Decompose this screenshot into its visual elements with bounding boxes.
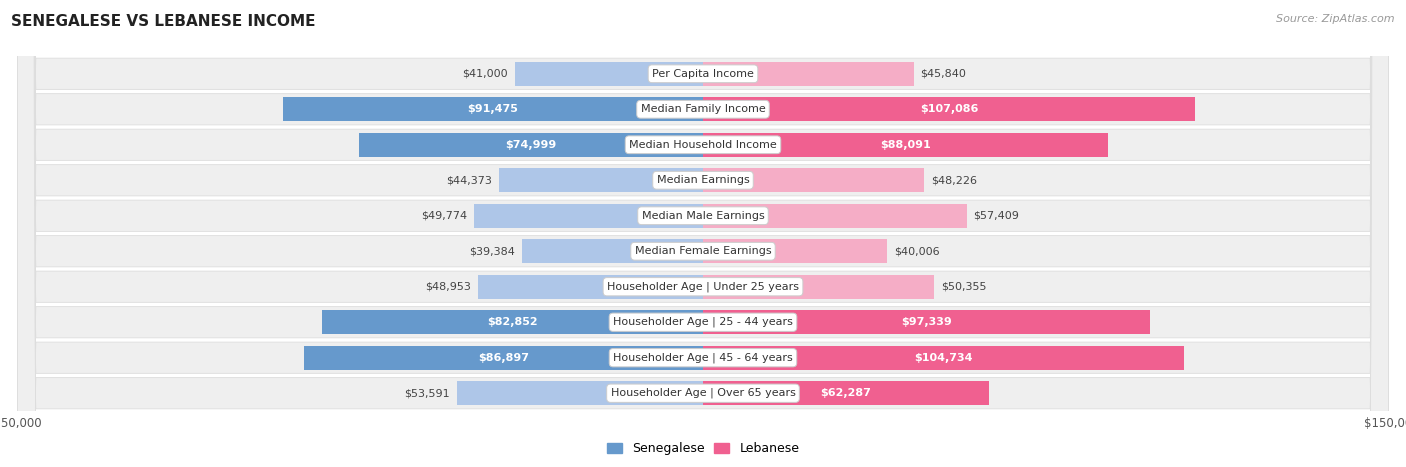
Text: $91,475: $91,475 [467, 104, 519, 114]
Text: $39,384: $39,384 [470, 246, 515, 256]
Text: $57,409: $57,409 [973, 211, 1019, 221]
Text: $48,953: $48,953 [426, 282, 471, 292]
Text: Median Female Earnings: Median Female Earnings [634, 246, 772, 256]
Bar [703, 346, 1184, 370]
Text: $45,840: $45,840 [921, 69, 966, 79]
Bar [703, 133, 1108, 157]
Text: $53,591: $53,591 [405, 388, 450, 398]
Text: $49,774: $49,774 [422, 211, 468, 221]
Text: $50,355: $50,355 [941, 282, 987, 292]
Bar [703, 275, 934, 299]
Text: $82,852: $82,852 [488, 317, 538, 327]
FancyBboxPatch shape [17, 0, 1389, 467]
Text: Median Household Income: Median Household Income [628, 140, 778, 150]
FancyBboxPatch shape [17, 0, 1389, 467]
Bar [478, 275, 703, 299]
Text: $97,339: $97,339 [901, 317, 952, 327]
Bar [703, 204, 967, 228]
Bar [703, 168, 925, 192]
Text: $86,897: $86,897 [478, 353, 529, 363]
Text: Median Earnings: Median Earnings [657, 175, 749, 185]
Bar [322, 310, 703, 334]
Text: SENEGALESE VS LEBANESE INCOME: SENEGALESE VS LEBANESE INCOME [11, 14, 316, 29]
Text: $44,373: $44,373 [447, 175, 492, 185]
Text: $104,734: $104,734 [914, 353, 973, 363]
Bar [359, 133, 703, 157]
Text: Median Family Income: Median Family Income [641, 104, 765, 114]
Bar [499, 168, 703, 192]
Text: $107,086: $107,086 [920, 104, 979, 114]
Text: $62,287: $62,287 [821, 388, 872, 398]
Text: Source: ZipAtlas.com: Source: ZipAtlas.com [1277, 14, 1395, 24]
Text: $40,006: $40,006 [894, 246, 939, 256]
Text: Householder Age | 25 - 44 years: Householder Age | 25 - 44 years [613, 317, 793, 327]
Bar [522, 239, 703, 263]
Bar [703, 239, 887, 263]
Bar [703, 310, 1150, 334]
Text: Median Male Earnings: Median Male Earnings [641, 211, 765, 221]
Bar [703, 381, 988, 405]
Bar [457, 381, 703, 405]
FancyBboxPatch shape [17, 0, 1389, 467]
Text: Householder Age | 45 - 64 years: Householder Age | 45 - 64 years [613, 353, 793, 363]
Legend: Senegalese, Lebanese: Senegalese, Lebanese [605, 440, 801, 458]
Text: Householder Age | Under 25 years: Householder Age | Under 25 years [607, 282, 799, 292]
FancyBboxPatch shape [17, 0, 1389, 467]
Text: $74,999: $74,999 [505, 140, 557, 150]
Bar [703, 62, 914, 86]
Bar [515, 62, 703, 86]
Text: $48,226: $48,226 [931, 175, 977, 185]
FancyBboxPatch shape [17, 0, 1389, 467]
FancyBboxPatch shape [17, 0, 1389, 467]
Bar [703, 97, 1195, 121]
FancyBboxPatch shape [17, 0, 1389, 467]
Text: $41,000: $41,000 [463, 69, 508, 79]
FancyBboxPatch shape [17, 0, 1389, 467]
Bar [283, 97, 703, 121]
Text: $88,091: $88,091 [880, 140, 931, 150]
FancyBboxPatch shape [17, 0, 1389, 467]
Text: Per Capita Income: Per Capita Income [652, 69, 754, 79]
Text: Householder Age | Over 65 years: Householder Age | Over 65 years [610, 388, 796, 398]
FancyBboxPatch shape [17, 0, 1389, 467]
Bar [304, 346, 703, 370]
Bar [474, 204, 703, 228]
